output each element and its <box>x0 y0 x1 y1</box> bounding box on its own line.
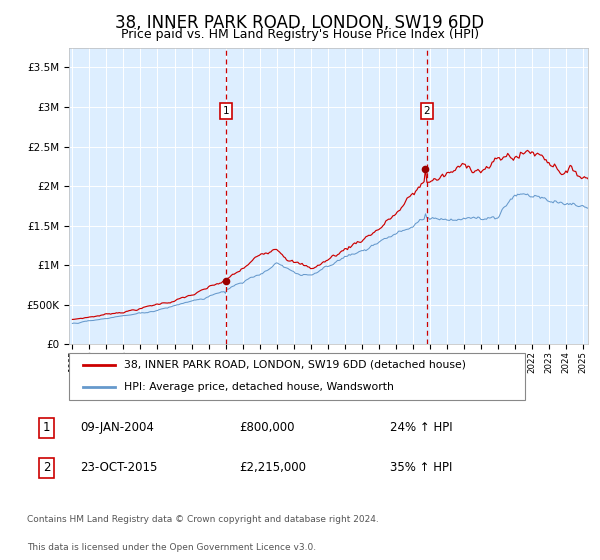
Text: Contains HM Land Registry data © Crown copyright and database right 2024.: Contains HM Land Registry data © Crown c… <box>27 515 379 524</box>
Text: £800,000: £800,000 <box>239 421 295 435</box>
Text: 09-JAN-2004: 09-JAN-2004 <box>80 421 154 435</box>
FancyBboxPatch shape <box>69 353 525 400</box>
Text: Price paid vs. HM Land Registry's House Price Index (HPI): Price paid vs. HM Land Registry's House … <box>121 28 479 41</box>
Text: 38, INNER PARK ROAD, LONDON, SW19 6DD (detached house): 38, INNER PARK ROAD, LONDON, SW19 6DD (d… <box>124 360 466 370</box>
Text: This data is licensed under the Open Government Licence v3.0.: This data is licensed under the Open Gov… <box>27 543 316 552</box>
Text: 1: 1 <box>223 106 229 116</box>
Text: 2: 2 <box>424 106 430 116</box>
Text: 23-OCT-2015: 23-OCT-2015 <box>80 461 157 474</box>
Text: 24% ↑ HPI: 24% ↑ HPI <box>390 421 452 435</box>
Text: HPI: Average price, detached house, Wandsworth: HPI: Average price, detached house, Wand… <box>124 382 394 392</box>
Text: 1: 1 <box>43 421 50 435</box>
Text: £2,215,000: £2,215,000 <box>239 461 306 474</box>
Text: 35% ↑ HPI: 35% ↑ HPI <box>390 461 452 474</box>
Text: 38, INNER PARK ROAD, LONDON, SW19 6DD: 38, INNER PARK ROAD, LONDON, SW19 6DD <box>115 14 485 32</box>
Text: 2: 2 <box>43 461 50 474</box>
